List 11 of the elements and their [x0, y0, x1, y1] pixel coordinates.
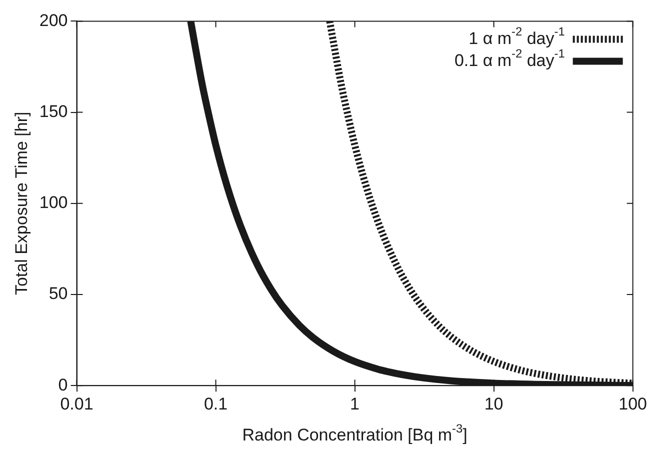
- x-tick-label: 10: [484, 394, 504, 414]
- y-tick-label: 100: [39, 193, 68, 212]
- y-axis-title: Total Exposure Time [hr]: [12, 112, 31, 296]
- y-tick-label: 50: [48, 284, 68, 304]
- x-tick-label: 0.01: [60, 394, 94, 414]
- x-tick-label: 0.1: [204, 394, 228, 414]
- y-tick-label: 200: [39, 10, 68, 30]
- x-tick-label: 1: [350, 394, 360, 414]
- y-tick-label: 150: [39, 102, 68, 121]
- x-tick-label: 100: [618, 394, 648, 414]
- y-tick-label: 0: [58, 375, 68, 394]
